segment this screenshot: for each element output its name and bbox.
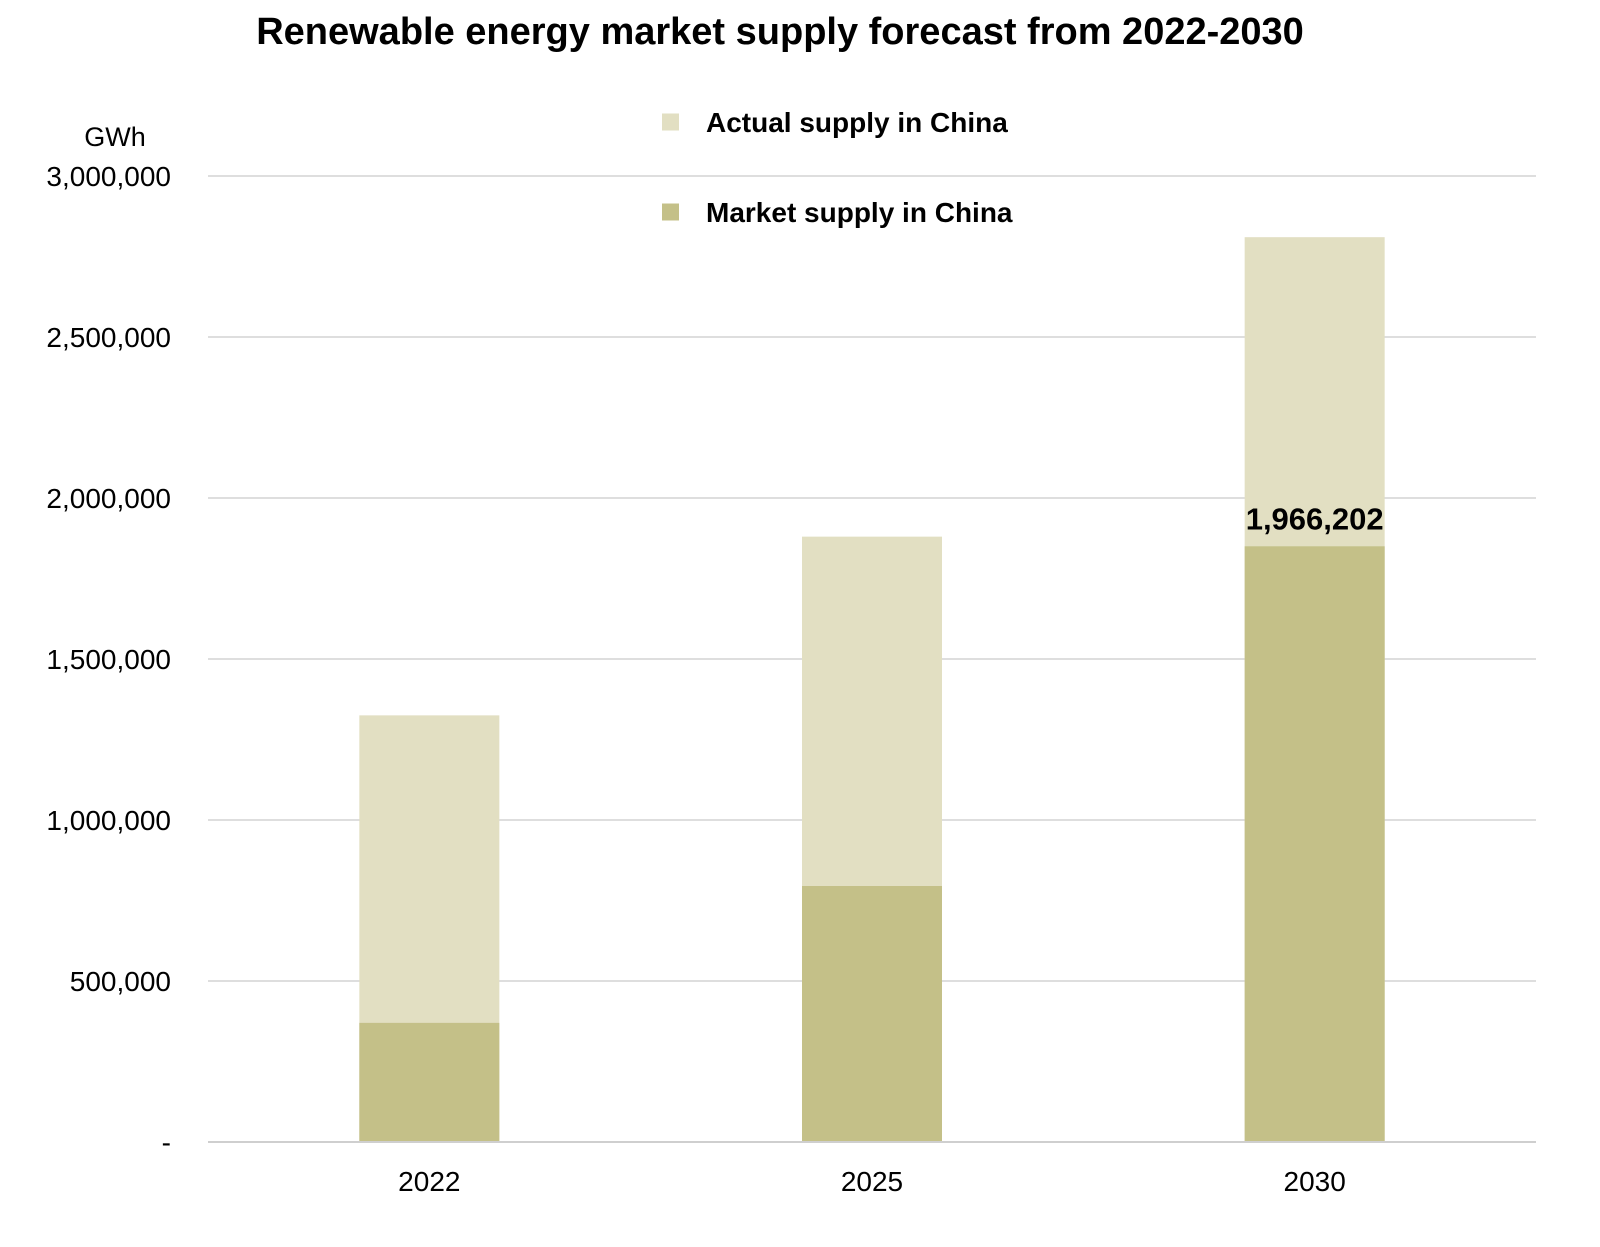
x-tick-label: 2030 — [1284, 1166, 1346, 1197]
legend-label: Market supply in China — [706, 197, 1013, 228]
y-tick-label: 3,000,000 — [46, 161, 171, 192]
bar-market-supply — [359, 1022, 500, 1142]
bar-market-supply — [1244, 546, 1385, 1142]
legend: Actual supply in China Market supply in C… — [662, 107, 1013, 228]
data-labels: 1,966,202 — [1246, 501, 1384, 536]
y-axis-unit-label: GWh — [84, 122, 146, 152]
x-tick-label: 2025 — [841, 1166, 903, 1197]
legend-swatch — [662, 203, 679, 221]
bar-market-supply — [802, 886, 942, 1142]
y-tick-label: 2,000,000 — [46, 483, 171, 514]
y-tick-label: 1,000,000 — [46, 805, 171, 836]
legend-swatch — [662, 113, 679, 131]
y-tick-label: 2,500,000 — [46, 322, 171, 353]
chart-title: Renewable energy market supply forecast … — [256, 11, 1304, 53]
x-tick-label: 2022 — [398, 1166, 460, 1197]
y-tick-label: 500,000 — [70, 966, 171, 997]
legend-label: Actual supply in China — [706, 107, 1008, 138]
y-tick-label: 1,500,000 — [46, 644, 171, 675]
axes: - 500,000 1,000,000 1,500,000 2,000,000 2,500… — [46, 161, 1536, 1197]
bars — [359, 237, 1385, 1142]
data-label: 1,966,202 — [1246, 501, 1384, 536]
y-tick-label: - — [162, 1127, 171, 1158]
